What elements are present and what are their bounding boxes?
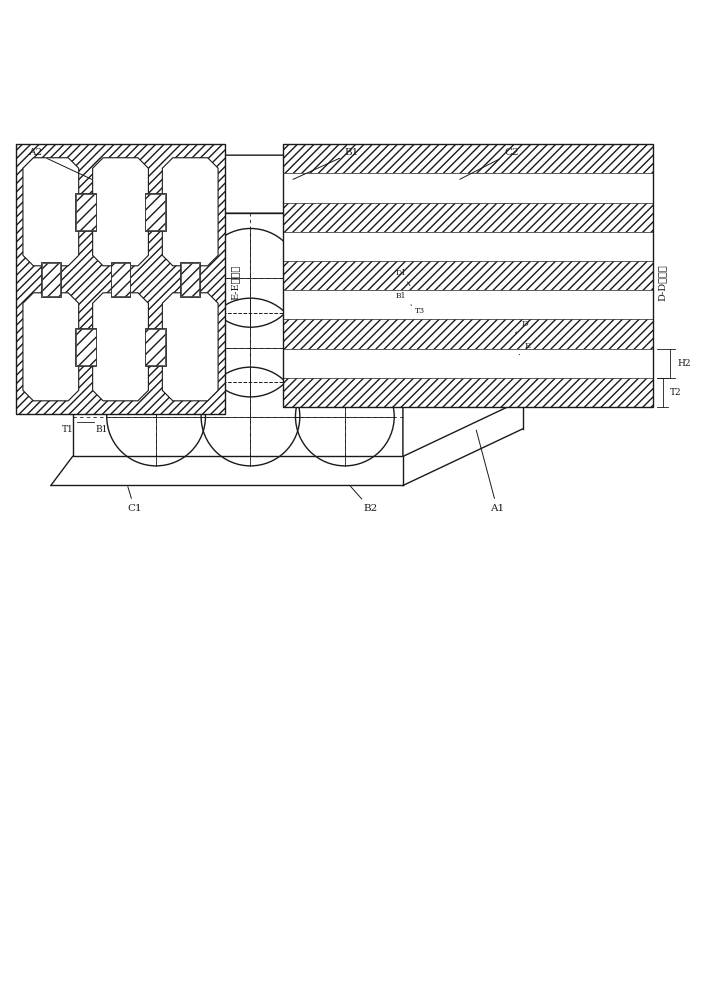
Bar: [111, 262, 130, 297]
Text: E: E: [519, 342, 530, 355]
Text: H2: H2: [677, 359, 691, 368]
Polygon shape: [73, 155, 523, 213]
Text: B2: B2: [351, 486, 378, 513]
Bar: [283, 144, 653, 173]
Polygon shape: [73, 213, 403, 456]
Text: D1: D1: [396, 269, 410, 286]
Polygon shape: [23, 293, 78, 401]
Text: D: D: [515, 320, 528, 333]
Bar: [76, 329, 96, 365]
Bar: [181, 263, 200, 296]
Polygon shape: [93, 158, 148, 266]
Bar: [283, 173, 653, 203]
Bar: [181, 262, 200, 297]
Polygon shape: [163, 158, 218, 266]
Bar: [76, 193, 96, 231]
Bar: [76, 328, 96, 366]
Bar: [283, 261, 653, 290]
Bar: [76, 194, 96, 230]
Bar: [16, 144, 225, 414]
Text: A1: A1: [476, 430, 504, 513]
Polygon shape: [163, 293, 218, 401]
Bar: [283, 203, 653, 232]
Bar: [41, 263, 60, 296]
Text: A2: A2: [28, 148, 92, 179]
Text: B1: B1: [96, 425, 108, 434]
Text: D-D剖面图: D-D剖面图: [658, 264, 666, 301]
Bar: [16, 144, 225, 414]
Bar: [145, 194, 166, 230]
Text: T2: T2: [670, 388, 682, 397]
Text: C2: C2: [460, 148, 519, 179]
Bar: [41, 262, 60, 297]
Bar: [283, 144, 653, 407]
Text: C1: C1: [127, 487, 142, 513]
Bar: [283, 319, 653, 349]
Bar: [283, 378, 653, 407]
Text: B1: B1: [293, 148, 359, 179]
Text: T1: T1: [62, 425, 73, 434]
Bar: [283, 349, 653, 378]
Text: B1: B1: [396, 292, 412, 305]
Text: E-E剖面图: E-E剖面图: [231, 265, 240, 300]
Bar: [145, 329, 166, 365]
Bar: [145, 193, 166, 231]
Bar: [283, 290, 653, 319]
Polygon shape: [23, 158, 78, 266]
Bar: [111, 263, 130, 296]
Polygon shape: [93, 293, 148, 401]
Text: T3: T3: [415, 307, 425, 315]
Polygon shape: [403, 155, 523, 456]
Bar: [283, 232, 653, 261]
Bar: [16, 144, 225, 414]
Bar: [145, 328, 166, 366]
